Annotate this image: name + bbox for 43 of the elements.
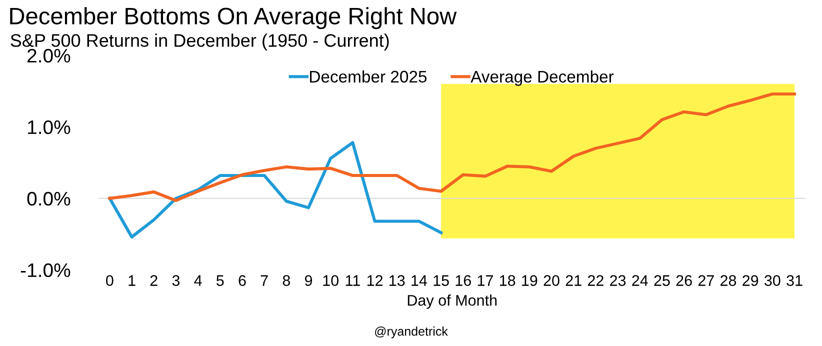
x-tick-label: 23: [610, 275, 626, 286]
x-tick-label: 0: [106, 275, 114, 286]
x-tick-label: 15: [434, 275, 449, 286]
x-tick-label: 11: [346, 275, 360, 286]
x-tick-label: 29: [742, 275, 758, 286]
x-axis-title: Day of Month: [408, 294, 497, 309]
x-tick-label: 3: [172, 275, 180, 286]
y-tick-label: 0.0%: [27, 192, 70, 206]
x-tick-label: 21: [566, 275, 582, 286]
x-tick-label: 9: [304, 275, 312, 286]
x-tick-label: 18: [500, 275, 516, 286]
x-tick-label: 10: [323, 275, 338, 286]
y-tick-label: 2.0%: [28, 48, 70, 63]
x-tick-label: 5: [216, 275, 224, 286]
x-tick-label: 1: [128, 275, 136, 286]
x-tick-label: 30: [764, 275, 780, 286]
x-tick-label: 20: [544, 275, 560, 286]
y-tick-label: -1.0%: [20, 263, 70, 278]
line-series: [108, 92, 796, 202]
x-tick-label: 28: [720, 275, 736, 286]
x-tick-label: 17: [478, 275, 493, 286]
x-tick-label: 24: [632, 275, 648, 286]
x-tick-label: 27: [698, 275, 714, 286]
legend-label: Average December: [470, 70, 614, 86]
x-tick-label: 4: [194, 275, 202, 286]
y-tick-label: 1.0%: [28, 120, 70, 134]
text: @ryandetrick: [375, 326, 448, 338]
x-tick-label: 14: [412, 275, 428, 286]
x-tick-label: 2: [150, 275, 158, 286]
x-tick-label: 16: [456, 275, 471, 286]
x-tick-label: 8: [282, 275, 290, 286]
x-tick-label: 25: [654, 275, 670, 286]
x-tick-label: 6: [238, 275, 246, 286]
x-tick-label: 19: [522, 275, 538, 286]
x-tick-label: 7: [260, 275, 268, 286]
legend-label: December 2025: [310, 70, 427, 83]
x-tick-label: 26: [676, 275, 692, 286]
line-series: [108, 141, 443, 239]
chart-title: December Bottoms On Average Right Now: [10, 7, 457, 30]
x-tick-label: 31: [786, 275, 802, 286]
x-tick-label: 22: [588, 275, 604, 286]
x-tick-label: 13: [390, 275, 405, 286]
x-tick-label: 12: [367, 275, 383, 286]
